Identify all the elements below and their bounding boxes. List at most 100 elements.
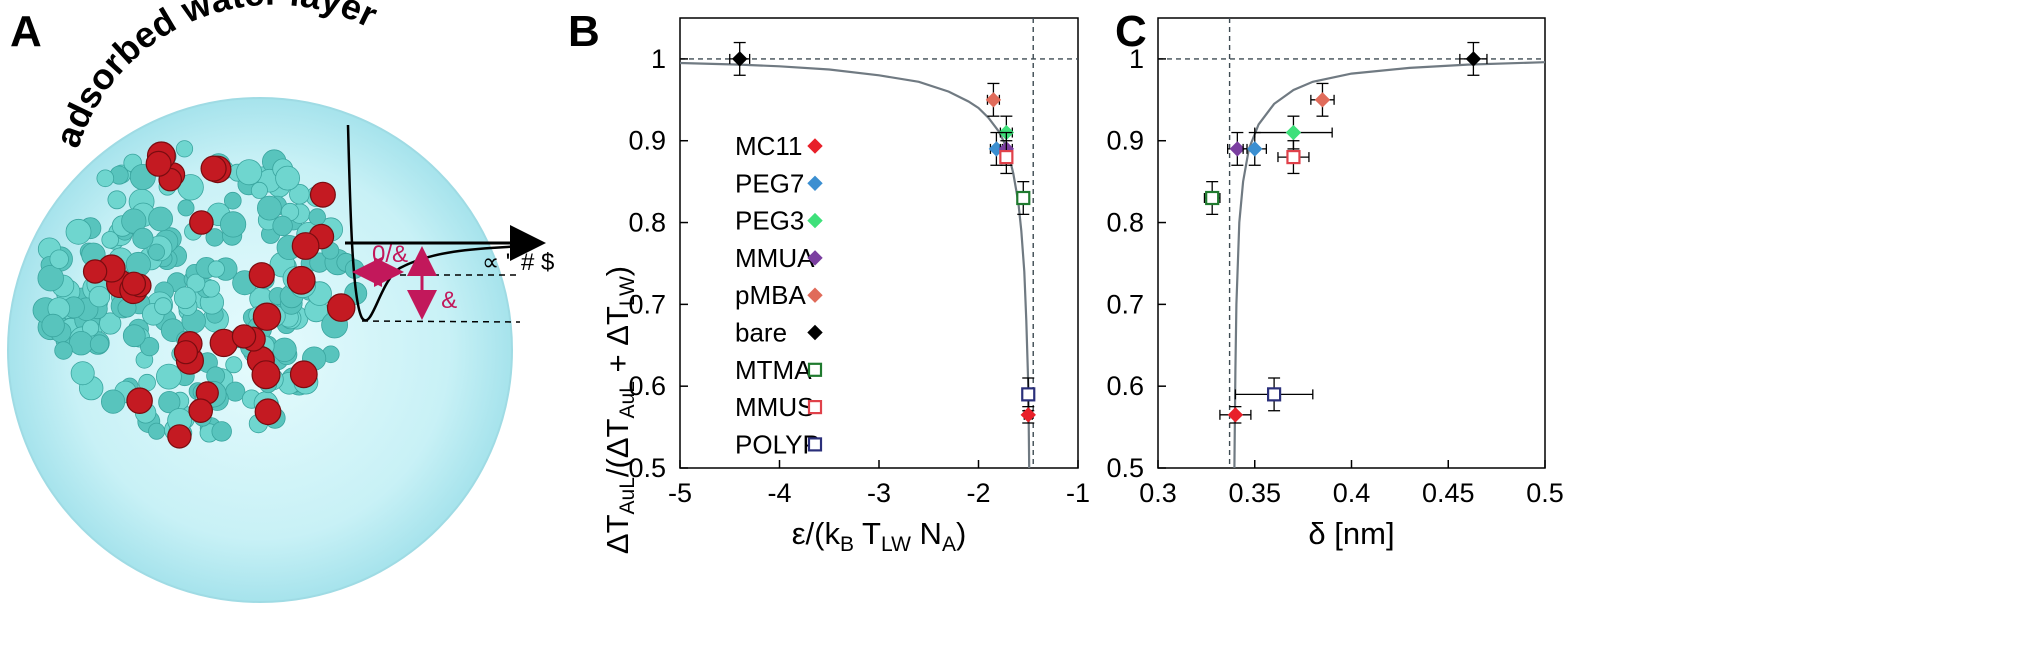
potential-curve (346, 124, 531, 322)
oxygen-atom (173, 340, 198, 365)
oxygen-atom (251, 360, 281, 390)
ligand-atom (224, 191, 242, 210)
legend-label-peg3: PEG3 (735, 206, 804, 236)
panel-letter-c: C (1115, 7, 1147, 56)
ligand-atom (272, 337, 297, 363)
y-axis-title: ΔTAuL/(ΔTAuL + ΔTLW) (600, 266, 639, 554)
data-point-bare (1459, 41, 1488, 76)
y-tick-label: 0.8 (628, 208, 666, 238)
y-tick-label: 0.6 (1106, 371, 1144, 401)
oxygen-atom (252, 302, 282, 331)
oxygen-atom (289, 360, 318, 389)
x-tick-label: 0.45 (1422, 478, 1475, 508)
data-point-pmba (1310, 82, 1335, 117)
x-tick-label: 0.3 (1139, 478, 1177, 508)
data-point-diamond (807, 212, 823, 229)
fit-curve (680, 61, 1031, 468)
ligand-atom (155, 363, 182, 390)
oxygen-atom (200, 155, 227, 182)
ligand-atom (220, 211, 247, 238)
data-point-diamond (1227, 407, 1244, 423)
oxygen-atom (167, 424, 192, 449)
ligand-atom (272, 215, 293, 237)
oxygen-atom (188, 398, 213, 423)
oxygen-atom (309, 181, 336, 208)
data-point-peg7 (1242, 131, 1268, 166)
x-tick-label: -3 (867, 478, 891, 508)
ligand-atom (88, 285, 111, 308)
x-tick-label: -5 (668, 478, 692, 508)
x-tick-label: -4 (767, 478, 791, 508)
data-point-square (807, 400, 823, 415)
y-tick-label: 0.7 (628, 289, 666, 319)
ligand-atom (175, 140, 194, 158)
ligand-atom (225, 356, 243, 374)
legend-label-peg7: PEG7 (735, 168, 804, 198)
ligand-atom (140, 336, 160, 357)
ligand-atom (154, 297, 173, 316)
plot-frame (1157, 17, 1546, 469)
oxygen-atom (189, 210, 214, 235)
data-point-mc11 (1020, 405, 1036, 424)
data-point-mmus (999, 140, 1014, 175)
ligand-atom (256, 195, 282, 221)
data-point-diamond (1285, 124, 1302, 141)
data-point-mtma (1016, 180, 1031, 216)
data-point-square (1205, 190, 1220, 206)
oxygen-atom (126, 387, 153, 414)
data-point-mtma (1203, 180, 1221, 216)
ligand-atom (96, 169, 115, 188)
data-point-diamond (807, 250, 823, 266)
legend: MC11 PEG7 PEG3 MMUA pMBA bare MTMA MMUS POLYP (735, 131, 823, 459)
tail-label: ∝ " # $ (482, 249, 554, 276)
ligand-atom (148, 206, 174, 232)
x-axis-title: δ [nm] (1308, 516, 1394, 551)
oxygen-atom (248, 262, 275, 289)
data-point-polyp (1234, 377, 1314, 412)
legend-label-pmba: pMBA (735, 280, 806, 310)
ligand-atom (173, 286, 197, 310)
ligand-atom (68, 331, 94, 356)
data-point-diamond (1020, 407, 1036, 423)
data-point-diamond (1314, 92, 1331, 108)
ligand-atom (177, 199, 195, 217)
ligand-atom (186, 273, 206, 293)
ligand-atom (148, 422, 166, 440)
ligand-atom (147, 243, 165, 261)
oxygen-atom (291, 232, 320, 260)
data-point-mc11 (1219, 405, 1252, 424)
data-point-pmba (985, 82, 1002, 117)
ligand-atom (207, 260, 225, 278)
data-point-diamond (807, 287, 823, 303)
ligand-atom (236, 159, 263, 186)
x-tick-label: 0.5 (1526, 478, 1564, 508)
y-tick-label: 0.8 (1106, 208, 1144, 238)
ligand-atom (54, 341, 73, 360)
data-point-square (1016, 190, 1031, 206)
y-tick-label: 0.7 (1106, 289, 1144, 319)
legend-label-bare: bare (735, 318, 787, 348)
ligand-atom (101, 389, 126, 414)
data-point-diamond (807, 324, 823, 341)
oxygen-atom (231, 324, 257, 349)
well-width-label: 0/& (372, 241, 408, 268)
chart-c: 0.3 0.35 0.4 0.45 0.5 0.5 0.6 0.7 0.8 0.9 1 δ [nm] (1106, 17, 1564, 551)
oxygen-atom (254, 398, 282, 426)
oxygen-atom (121, 271, 146, 296)
panel-letter-b: B (568, 7, 600, 56)
y-tick-label: 0.5 (1106, 453, 1144, 483)
y-tick-label: 1 (1129, 44, 1144, 74)
oxygen-atom (82, 259, 108, 284)
minimum-dashed-line (361, 320, 521, 323)
panel-letter-a: A (10, 7, 42, 56)
ligand-atom (308, 208, 326, 226)
ligand-atom (70, 361, 95, 386)
y-tick-label: 0.9 (628, 126, 666, 156)
data-point-square (807, 437, 823, 452)
data-point-square (1286, 149, 1301, 165)
ligand-atom (275, 165, 301, 191)
fit-curve (1233, 61, 1545, 468)
ligand-atom (49, 249, 69, 269)
y-tick-label: 0.6 (628, 371, 666, 401)
